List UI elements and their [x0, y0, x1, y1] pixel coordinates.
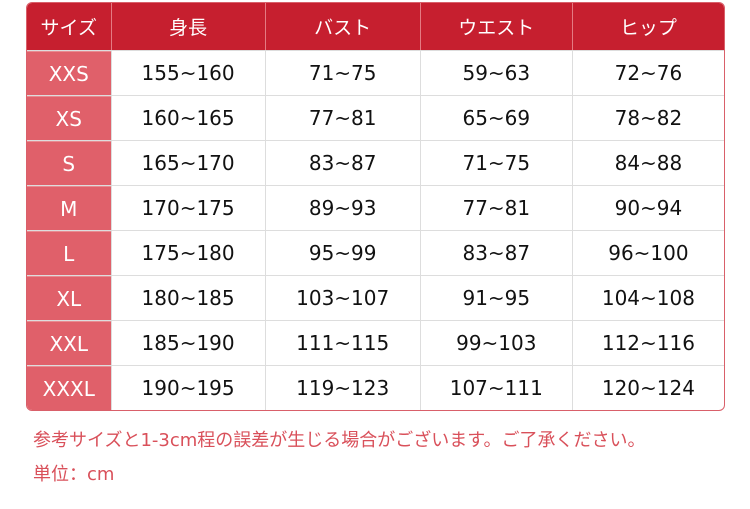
- cell-height: 165~170: [110, 141, 265, 185]
- cell-bust: 89~93: [264, 186, 420, 230]
- table-row: XXL 185~190 111~115 99~103 112~116: [27, 320, 724, 365]
- cell-waist: 59~63: [419, 51, 572, 95]
- cell-bust: 71~75: [264, 51, 420, 95]
- cell-size: XS: [27, 96, 111, 140]
- cell-hip: 104~108: [571, 276, 724, 320]
- cell-bust: 111~115: [264, 321, 420, 365]
- table-row: XL 180~185 103~107 91~95 104~108: [27, 275, 724, 320]
- cell-waist: 77~81: [419, 186, 572, 230]
- cell-size: XXS: [27, 51, 111, 95]
- header-hip: ヒップ: [571, 3, 724, 50]
- table-row: S 165~170 83~87 71~75 84~88: [27, 140, 724, 185]
- cell-size: XXL: [27, 321, 111, 365]
- cell-waist: 91~95: [419, 276, 572, 320]
- disclaimer-note: 参考サイズと1-3cm程の誤差が生じる場合がございます。ご了承ください。: [33, 430, 646, 451]
- header-bust: バスト: [264, 3, 420, 50]
- unit-note: 単位：cm: [33, 464, 115, 485]
- cell-height: 170~175: [110, 186, 265, 230]
- cell-height: 155~160: [110, 51, 265, 95]
- cell-waist: 65~69: [419, 96, 572, 140]
- cell-bust: 83~87: [264, 141, 420, 185]
- cell-bust: 119~123: [264, 366, 420, 410]
- cell-size: L: [27, 231, 111, 275]
- cell-bust: 95~99: [264, 231, 420, 275]
- cell-size: XL: [27, 276, 111, 320]
- cell-waist: 83~87: [419, 231, 572, 275]
- cell-bust: 77~81: [264, 96, 420, 140]
- cell-height: 175~180: [110, 231, 265, 275]
- cell-height: 190~195: [110, 366, 265, 410]
- cell-hip: 112~116: [571, 321, 724, 365]
- cell-hip: 78~82: [571, 96, 724, 140]
- cell-waist: 99~103: [419, 321, 572, 365]
- table-row: XS 160~165 77~81 65~69 78~82: [27, 95, 724, 140]
- cell-size: S: [27, 141, 111, 185]
- table-row: L 175~180 95~99 83~87 96~100: [27, 230, 724, 275]
- cell-height: 160~165: [110, 96, 265, 140]
- cell-waist: 107~111: [419, 366, 572, 410]
- header-height: 身長: [110, 3, 265, 50]
- cell-waist: 71~75: [419, 141, 572, 185]
- cell-hip: 72~76: [571, 51, 724, 95]
- cell-size: M: [27, 186, 111, 230]
- cell-hip: 96~100: [571, 231, 724, 275]
- table-row: XXS 155~160 71~75 59~63 72~76: [27, 50, 724, 95]
- cell-hip: 84~88: [571, 141, 724, 185]
- table-header-row: サイズ 身長 バスト ウエスト ヒップ: [27, 3, 724, 50]
- cell-bust: 103~107: [264, 276, 420, 320]
- cell-hip: 90~94: [571, 186, 724, 230]
- cell-height: 180~185: [110, 276, 265, 320]
- table-row: M 170~175 89~93 77~81 90~94: [27, 185, 724, 230]
- header-size: サイズ: [40, 17, 97, 39]
- table-row: XXXL 190~195 119~123 107~111 120~124: [27, 365, 724, 410]
- size-chart-table: サイズ 身長 バスト ウエスト ヒップ XXS 155~160 71~75 59~63…: [26, 2, 725, 411]
- cell-hip: 120~124: [571, 366, 724, 410]
- cell-size: XXXL: [27, 366, 111, 410]
- cell-height: 185~190: [110, 321, 265, 365]
- header-waist: ウエスト: [419, 3, 572, 50]
